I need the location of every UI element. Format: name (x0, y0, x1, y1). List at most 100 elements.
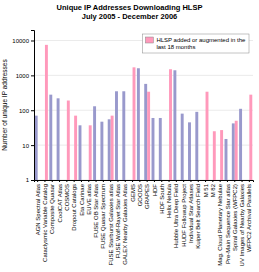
tick-mark (31, 40, 34, 41)
tick-label: GOODS (137, 184, 143, 206)
tick: WFPC2 Archival Parallels (246, 180, 252, 252)
tick: Helix Nebula (166, 180, 172, 218)
tick-mark (234, 180, 235, 182)
bar (249, 95, 252, 180)
tick-mark (161, 180, 162, 182)
bar (239, 109, 242, 180)
tick: Cataclysmic Variable Catalog (42, 180, 48, 262)
tick: Pre-Main Sequence Star atlas (225, 180, 231, 264)
tick: M 82 (210, 180, 216, 197)
bar-series (35, 68, 242, 180)
tick: FUSE OB Star Atlas (93, 180, 99, 238)
bar (79, 125, 82, 180)
tick: GOODS (137, 180, 143, 206)
chart: 1 10 100 1000 10000 AGN Spectral AtlasCatacly… (0, 0, 259, 272)
tick-label: WFPC2 Archival Parallels (246, 184, 252, 252)
tick-label: AGN Spectral Atlas (35, 184, 41, 235)
bar (67, 101, 70, 180)
bar (35, 116, 38, 180)
tick-label: Individual Star Atlases (188, 184, 194, 243)
tick-mark (169, 180, 170, 182)
tick: GEMS (130, 180, 136, 202)
tick: 10 (22, 143, 34, 149)
tick-label: COSMOS (64, 184, 70, 211)
tick-label: CoolCAT Atlas (57, 184, 63, 222)
tick: Spiral Galaxies (WFPC2) (232, 180, 238, 251)
bar (147, 92, 150, 180)
bar (225, 139, 228, 180)
axis-line (31, 31, 35, 181)
bar (89, 125, 92, 180)
legend-swatch (145, 37, 153, 43)
bar (122, 91, 125, 180)
bar (100, 122, 103, 180)
bar (181, 114, 184, 180)
tick: Hubble Ultra Deep Field (173, 180, 179, 248)
tick-mark (37, 180, 38, 182)
tick: Eta Carinae (79, 180, 85, 216)
tick-label: FUSE OB Star Atlas (93, 184, 99, 238)
tick-label: 100 (19, 108, 30, 114)
tick-mark (227, 180, 228, 182)
bars (35, 45, 253, 180)
title: Unique IP Addresses Downloading HLSPJuly… (57, 3, 203, 21)
bar (144, 84, 147, 180)
tick: GALEX Nearby Galaxies Atlas (122, 180, 128, 265)
tick-label: 10 (22, 143, 29, 149)
bar (111, 116, 114, 180)
tick-mark (31, 110, 34, 111)
tick-label: HDF (152, 184, 158, 197)
tick-label: Hubble Ultra Deep Field (173, 184, 179, 248)
tick-label: GRAPES (144, 184, 150, 209)
tick-mark (110, 180, 111, 182)
bar (45, 45, 48, 180)
tick-mark (154, 180, 155, 182)
tick: Kuiper Belt Search Field (195, 180, 201, 249)
tick-mark (59, 180, 60, 182)
tick: Mag. Cloud Planetary Nebulae (217, 180, 223, 266)
tick-label: Cataclysmic Variable Catalog (42, 184, 48, 262)
tick-mark (81, 180, 82, 182)
tick: HDF South (159, 180, 165, 214)
tick-label: Pre-Main Sequence Star atlas (225, 184, 231, 264)
tick-label: 1 (26, 177, 30, 183)
tick-mark (66, 180, 67, 182)
tick-mark (242, 180, 243, 182)
tick-label: HDF South (159, 184, 165, 214)
tick-mark (31, 145, 34, 146)
tick: 10000 (12, 38, 34, 44)
tick-label: GEMS (130, 184, 136, 202)
tick-mark (117, 180, 118, 182)
tick-label: Dropout Catalogs (71, 184, 77, 231)
tick: 1000 (16, 73, 34, 79)
tick-label: EUVE atlas (86, 184, 92, 215)
tick: FUSE Starburst Galaxies atlas (108, 180, 114, 265)
bar (235, 121, 238, 180)
tick-label: 1000 (16, 73, 30, 79)
tick: M 51 (203, 180, 209, 197)
bar (206, 92, 209, 180)
tick-label: Composite Quasar (49, 184, 55, 234)
legend-item: HLSP added or augmented in thelast 18 mo… (145, 37, 246, 50)
bar (220, 130, 223, 180)
legend-label: HLSP added or augmented in thelast 18 mo… (156, 37, 246, 50)
tick-mark (88, 180, 89, 182)
bar (108, 119, 111, 180)
tick: Dropout Catalogs (71, 180, 77, 231)
y-axis: 1 10 100 1000 10000 (12, 31, 34, 184)
tick-mark (96, 180, 97, 182)
bar (159, 118, 162, 180)
tick-mark (132, 180, 133, 182)
tick-label: Helix Nebula (166, 183, 172, 218)
bar (195, 112, 198, 180)
tick-mark (212, 180, 213, 182)
bar (74, 116, 77, 180)
bar (57, 98, 60, 180)
bar (169, 69, 172, 180)
tick-label: Spiral Galaxies (WFPC2) (232, 184, 238, 251)
grid (34, 40, 253, 180)
tick-label: UV Images of Nearby Galaxies (239, 184, 245, 266)
bar (137, 68, 140, 180)
bar (93, 106, 96, 180)
tick-label: FUSE Quasar Spectrum (100, 184, 106, 249)
